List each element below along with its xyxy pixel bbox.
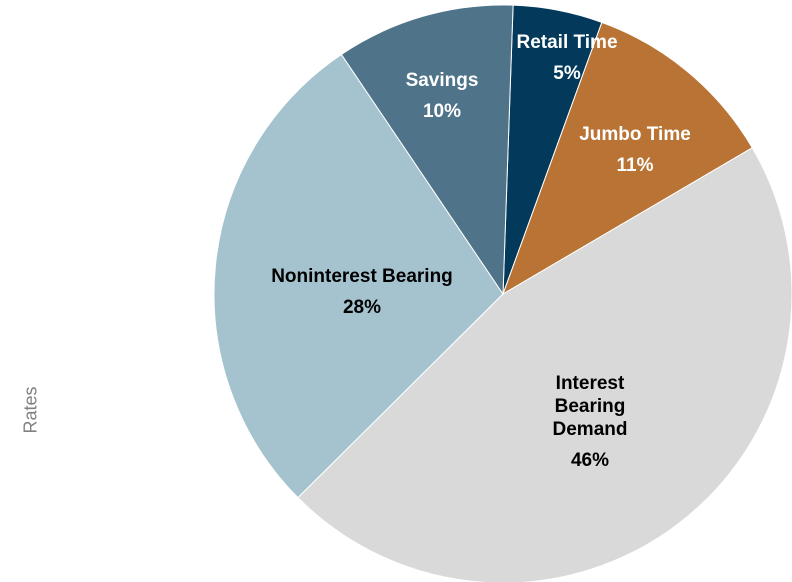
slice-label: Jumbo Time 11%: [550, 123, 720, 177]
slice-name: Savings: [405, 70, 479, 91]
slice-name: Noninterest Bearing: [271, 266, 453, 287]
slice-value: 46%: [570, 450, 610, 471]
slice-label: Noninterest Bearing 28%: [232, 265, 492, 319]
pie-slice: [213, 53, 504, 499]
pie-slice: [297, 147, 792, 582]
slice-value: 11%: [616, 155, 654, 176]
slice-value: 10%: [422, 101, 462, 122]
slice-label: Savings 10%: [382, 69, 502, 123]
slice-label: Retail Time 5%: [482, 31, 652, 85]
slice-name: Jumbo Time: [579, 124, 691, 145]
slice-value: 28%: [342, 297, 382, 318]
slice-name: Interest Bearing Demand: [552, 373, 628, 440]
slice-value: 5%: [553, 63, 581, 84]
pie-slice: [502, 21, 753, 296]
slice-label: Interest Bearing Demand 46%: [535, 372, 645, 472]
pie-slice: [340, 4, 514, 296]
slice-name: Retail Time: [516, 32, 618, 53]
axis-label: Rates: [20, 386, 41, 434]
